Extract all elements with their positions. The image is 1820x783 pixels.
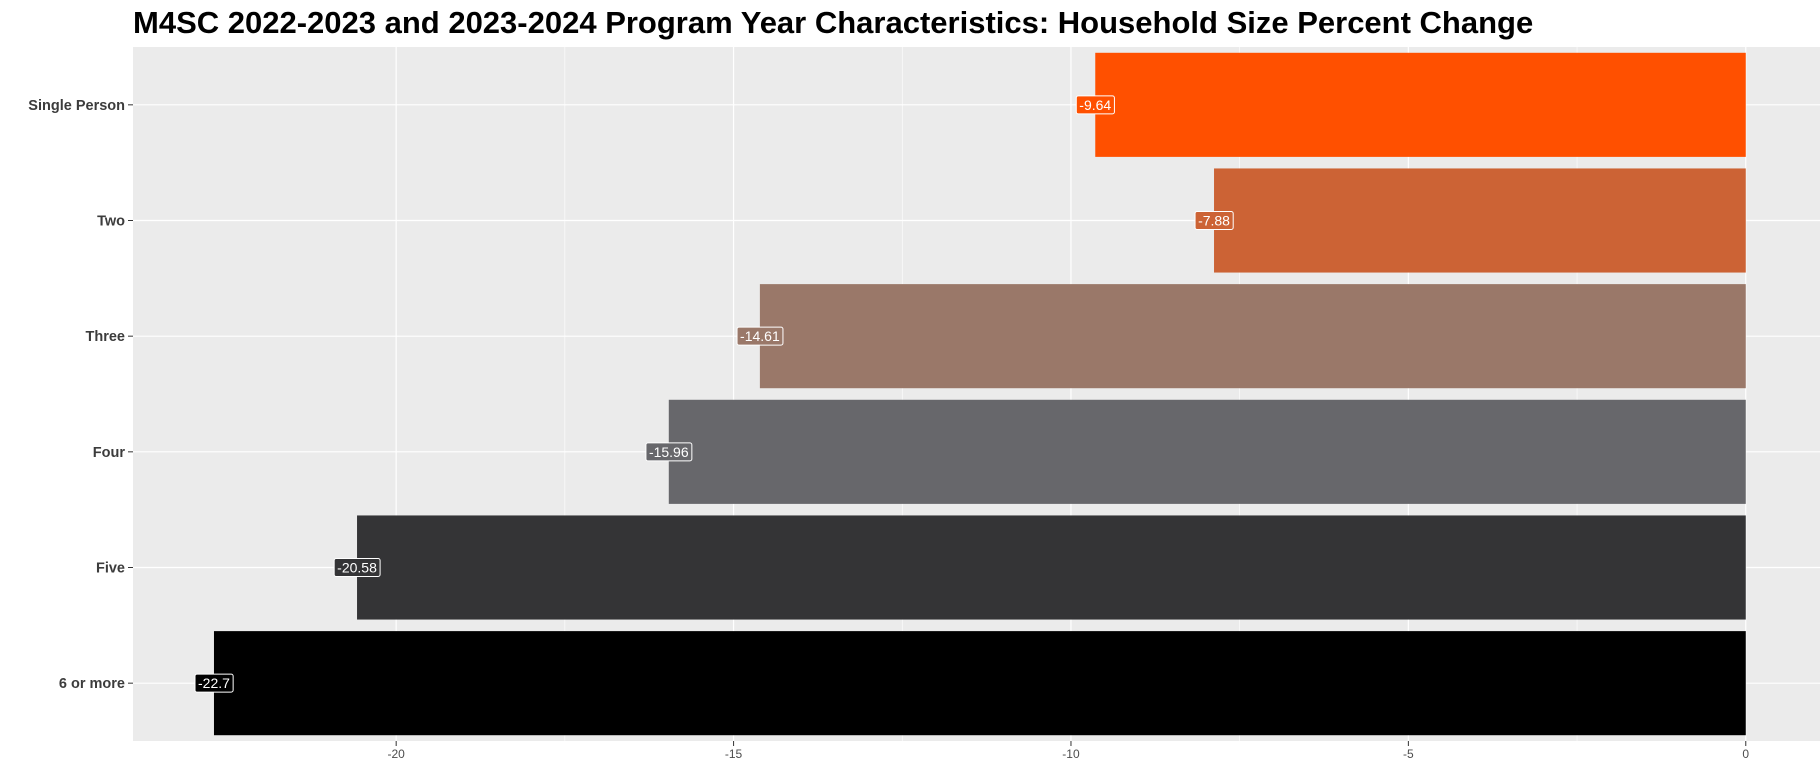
x-tick-label: -10: [1062, 747, 1080, 761]
data-label-text: -9.64: [1079, 97, 1111, 113]
plot-panel: [133, 47, 1820, 741]
data-label: -14.61: [736, 326, 784, 346]
data-label-text: -20.58: [337, 560, 377, 576]
bar-four: [668, 399, 1746, 504]
y-tick-label: Four: [93, 445, 126, 461]
data-label: -15.96: [645, 442, 693, 462]
x-tick-label: -5: [1403, 747, 1414, 761]
panel-background: [133, 47, 1820, 741]
y-tick-label: Three: [86, 329, 126, 345]
data-label-box: [194, 673, 234, 693]
chart-title: M4SC 2022-2023 and 2023-2024 Program Yea…: [133, 5, 1533, 40]
data-label-box: [736, 326, 784, 346]
data-label-text: -15.96: [649, 444, 689, 460]
data-label-box: [1075, 95, 1115, 115]
data-label-box: [333, 558, 381, 577]
bars: [213, 52, 1746, 736]
data-label-text: -22.7: [198, 675, 230, 691]
y-tick-label: 6 or more: [59, 676, 125, 692]
data-label-text: -14.61: [740, 328, 780, 344]
bar-single-person: [1095, 52, 1746, 157]
y-tick-label: Two: [97, 214, 125, 230]
bar-three: [759, 284, 1746, 389]
bar-6-or-more: [213, 631, 1746, 736]
data-label: -20.58: [333, 558, 381, 577]
bar-five: [357, 515, 1746, 620]
data-label: -9.64: [1075, 95, 1115, 115]
y-tick-label: Single Person: [28, 98, 125, 114]
data-labels: -9.64 -7.88 -14.61 -15.96 -20.58 -22.7: [194, 95, 1234, 693]
data-label: -7.88: [1194, 211, 1234, 230]
data-label-box: [645, 442, 693, 462]
y-tick-label: Five: [96, 561, 125, 577]
x-tick-label: -20: [388, 747, 406, 761]
axes: Single Person Two Three Four Five 6 or more -2…: [28, 98, 1749, 761]
data-label-text: -7.88: [1198, 213, 1230, 229]
data-label: -22.7: [194, 673, 234, 693]
bar-two: [1214, 168, 1746, 273]
x-tick-label: 0: [1742, 747, 1749, 761]
data-label-box: [1194, 211, 1234, 230]
x-tick-label: -15: [725, 747, 743, 761]
